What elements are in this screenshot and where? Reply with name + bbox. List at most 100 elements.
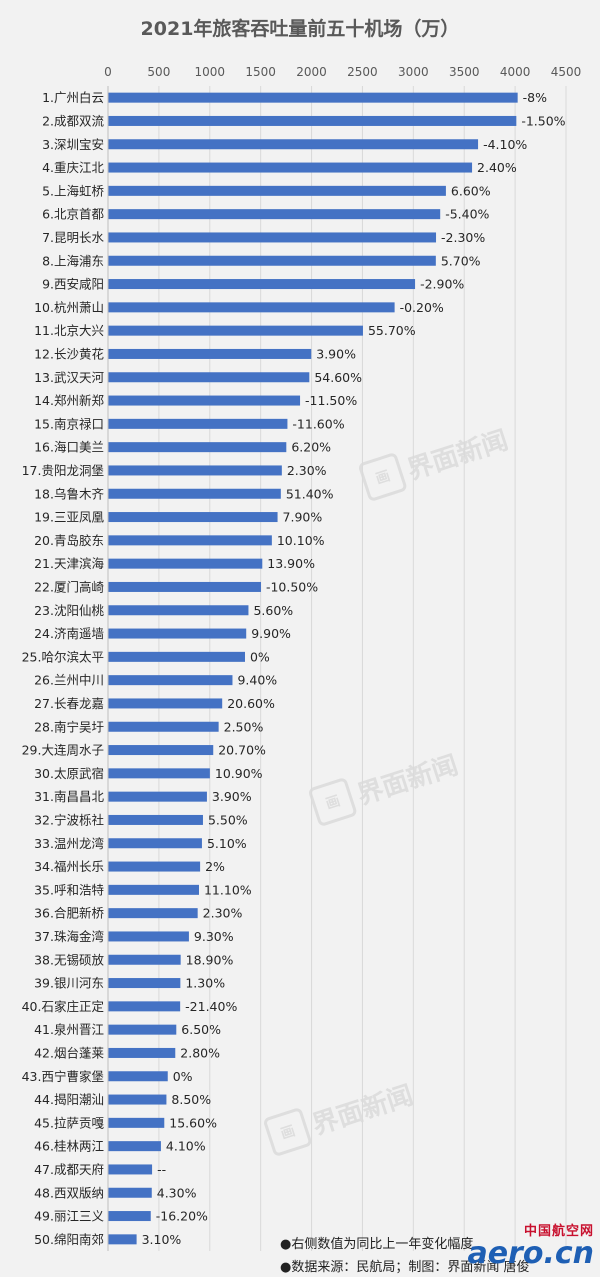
data-label: 9.90% bbox=[251, 626, 291, 641]
chart-title: 2021年旅客吞吐量前五十机场（万） bbox=[140, 18, 460, 40]
data-label: 3.90% bbox=[212, 789, 252, 804]
bar bbox=[108, 814, 203, 825]
category-label: 22.厦门高崎 bbox=[34, 579, 104, 594]
category-label: 44.揭阳潮汕 bbox=[34, 1092, 104, 1107]
x-tick-label: 1000 bbox=[195, 65, 226, 79]
data-label: -4.10% bbox=[483, 137, 527, 152]
data-label: 55.70% bbox=[368, 323, 416, 338]
category-label: 9.西安咸阳 bbox=[42, 277, 104, 292]
category-label: 46.桂林两江 bbox=[34, 1139, 104, 1154]
bar bbox=[108, 418, 288, 429]
bar bbox=[108, 1117, 165, 1128]
x-tick-label: 1500 bbox=[245, 65, 276, 79]
data-label: 0% bbox=[173, 1069, 193, 1084]
bar bbox=[108, 1164, 153, 1175]
data-label: 10.90% bbox=[215, 766, 263, 781]
bar bbox=[108, 1141, 161, 1152]
bar bbox=[108, 605, 249, 616]
bar bbox=[108, 1187, 152, 1198]
data-label: 15.60% bbox=[169, 1115, 217, 1130]
category-label: 40.石家庄正定 bbox=[22, 999, 104, 1014]
category-label: 18.乌鲁木齐 bbox=[34, 486, 104, 501]
bar bbox=[108, 791, 207, 802]
bar bbox=[108, 372, 310, 383]
bar bbox=[108, 325, 363, 336]
data-label: -8% bbox=[523, 90, 547, 105]
bar bbox=[108, 721, 219, 732]
category-label: 28.南宁吴圩 bbox=[34, 719, 104, 734]
x-tick-label: 500 bbox=[147, 65, 170, 79]
category-label: 15.南京禄口 bbox=[34, 416, 104, 431]
data-label: 13.90% bbox=[267, 556, 315, 571]
data-label: 9.40% bbox=[237, 673, 277, 688]
data-label: 6.50% bbox=[181, 1022, 221, 1037]
data-label: 11.10% bbox=[204, 882, 252, 897]
data-label: 6.60% bbox=[451, 183, 491, 198]
data-label: 1.30% bbox=[185, 976, 225, 991]
data-label: 5.10% bbox=[207, 836, 247, 851]
category-label: 43.西宁曹家堡 bbox=[22, 1069, 105, 1084]
category-label: 20.青岛胶东 bbox=[34, 533, 104, 548]
category-label: 7.昆明长水 bbox=[42, 230, 104, 245]
bar bbox=[108, 978, 181, 989]
bar bbox=[108, 232, 437, 243]
category-label: 33.温州龙湾 bbox=[34, 836, 104, 851]
data-label: 20.60% bbox=[227, 696, 275, 711]
category-label: 41.泉州晋江 bbox=[34, 1022, 104, 1037]
category-label: 25.哈尔滨太平 bbox=[22, 649, 104, 664]
category-label: 34.福州长乐 bbox=[34, 859, 104, 874]
category-label: 36.合肥新桥 bbox=[34, 906, 104, 921]
data-label: 4.30% bbox=[157, 1185, 197, 1200]
category-label: 8.上海浦东 bbox=[42, 253, 104, 268]
category-label: 32.宁波栎社 bbox=[34, 812, 104, 827]
bar bbox=[108, 1094, 167, 1105]
data-label: -11.50% bbox=[305, 393, 357, 408]
bar bbox=[108, 465, 282, 476]
bar bbox=[108, 628, 247, 639]
data-label: -2.90% bbox=[420, 277, 464, 292]
category-label: 12.长沙黄花 bbox=[34, 346, 104, 361]
data-label: 6.20% bbox=[291, 440, 331, 455]
category-label: 30.太原武宿 bbox=[34, 766, 104, 781]
bar bbox=[108, 884, 199, 895]
bar bbox=[108, 279, 416, 290]
x-tick-label: 4000 bbox=[500, 65, 531, 79]
bar bbox=[108, 768, 210, 779]
data-label: -5.40% bbox=[445, 207, 489, 222]
bar bbox=[108, 302, 395, 313]
data-label: 18.90% bbox=[186, 952, 234, 967]
bar bbox=[108, 488, 281, 499]
aero-logo-top: 中国航空网 bbox=[523, 1224, 594, 1239]
bar bbox=[108, 139, 479, 150]
data-label: 2% bbox=[205, 859, 225, 874]
category-label: 37.珠海金湾 bbox=[34, 929, 104, 944]
bar bbox=[108, 395, 301, 406]
data-label: 20.70% bbox=[218, 743, 266, 758]
bar bbox=[108, 115, 517, 126]
bar bbox=[108, 861, 201, 872]
category-label: 13.武汉天河 bbox=[34, 370, 104, 385]
bar bbox=[108, 1071, 168, 1082]
bar bbox=[108, 1047, 176, 1058]
x-tick-label: 3500 bbox=[449, 65, 480, 79]
category-label: 27.长春龙嘉 bbox=[34, 696, 104, 711]
data-label: 8.50% bbox=[171, 1092, 211, 1107]
bar bbox=[108, 908, 198, 919]
category-label: 48.西双版纳 bbox=[34, 1185, 104, 1200]
category-label: 6.北京首都 bbox=[42, 207, 104, 222]
data-label: -- bbox=[157, 1162, 166, 1177]
category-label: 31.南昌昌北 bbox=[34, 789, 104, 804]
x-tick-label: 0 bbox=[104, 65, 112, 79]
bar bbox=[108, 255, 436, 266]
category-label: 26.兰州中川 bbox=[34, 673, 104, 688]
category-label: 2.成都双流 bbox=[42, 113, 104, 128]
bar bbox=[108, 954, 181, 965]
bar bbox=[108, 1211, 151, 1222]
category-label: 16.海口美兰 bbox=[34, 440, 104, 455]
data-label: 2.50% bbox=[224, 719, 264, 734]
category-label: 19.三亚凤凰 bbox=[34, 510, 104, 525]
data-label: -1.50% bbox=[521, 113, 565, 128]
category-label: 10.杭州萧山 bbox=[34, 300, 104, 315]
category-label: 35.呼和浩特 bbox=[34, 882, 104, 897]
